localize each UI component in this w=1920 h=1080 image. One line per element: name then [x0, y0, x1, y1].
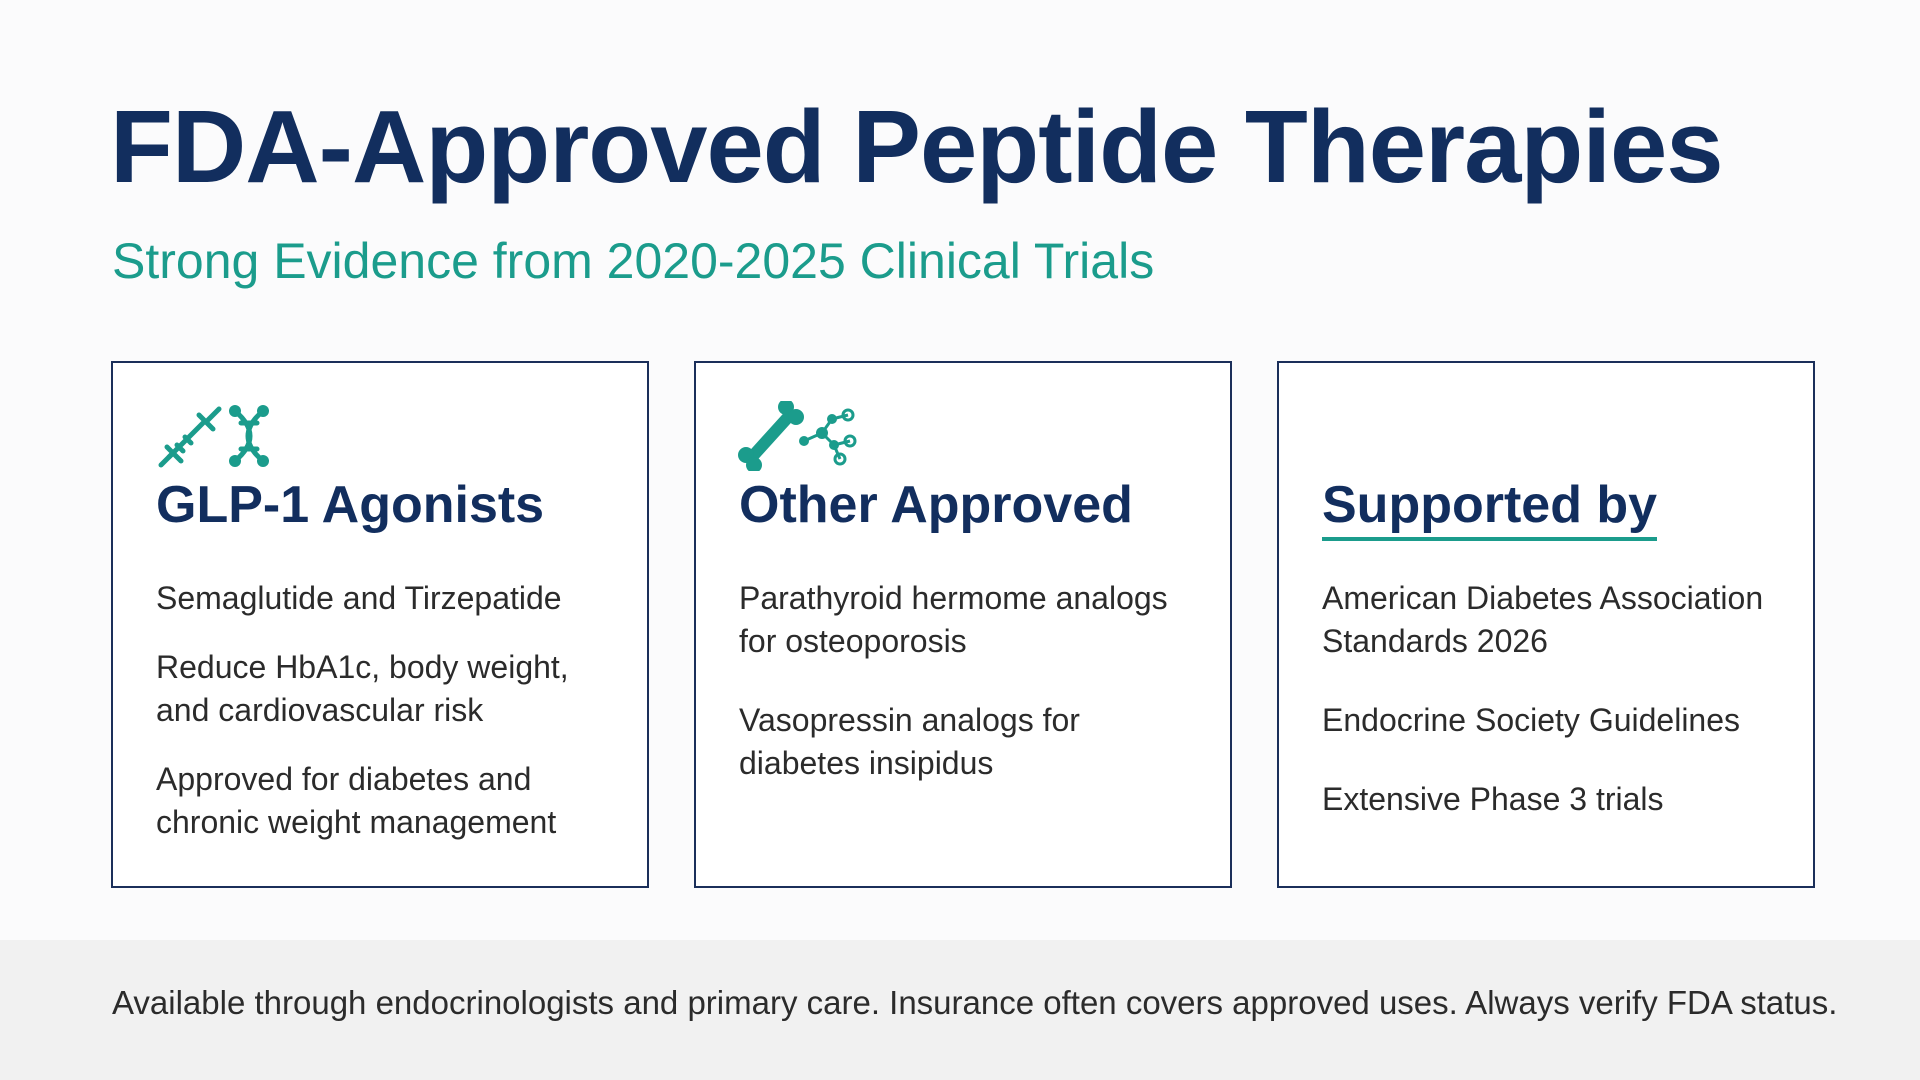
- card-item: Extensive Phase 3 trials: [1322, 781, 1664, 817]
- card-item: Semaglutide and Tirzepatide: [156, 580, 562, 616]
- card-items: Parathyroid hermome analogs for osteopor…: [739, 577, 1199, 821]
- footer-text: Available through endocrinologists and p…: [112, 984, 1838, 1021]
- card-heading: Other Approved: [739, 476, 1133, 534]
- card-item: American Diabetes Association Standards …: [1322, 580, 1764, 659]
- card: Supported by American Diabetes Associati…: [1277, 361, 1815, 888]
- icon: [158, 405, 269, 468]
- card-item: Reduce HbA1c, body weight, and cardiovas…: [156, 649, 569, 728]
- title: FDA-Approved Peptide Therapies: [110, 89, 1724, 204]
- card-item: Parathyroid hermome analogs for osteopor…: [739, 580, 1168, 659]
- card-items: American Diabetes Association Standards …: [1322, 577, 1782, 857]
- card-heading: Supported by: [1322, 475, 1658, 541]
- card: GLP-1 Agonists Semaglutide and Tirzepati…: [111, 361, 649, 888]
- icon: [738, 401, 857, 471]
- card-item: Vasopressin analogs for diabetes insipid…: [739, 702, 1080, 781]
- card: Other Approved Parathyroid hermome analo…: [694, 361, 1232, 888]
- footer: Available through endocrinologists and p…: [0, 940, 1920, 1080]
- subtitle: Strong Evidence from 2020-2025 Clinical …: [112, 233, 1155, 289]
- card-items: Semaglutide and Tirzepatide Reduce HbA1c,…: [156, 577, 616, 870]
- card-heading: GLP-1 Agonists: [156, 476, 545, 534]
- card-item: Endocrine Society Guidelines: [1322, 702, 1741, 738]
- card-item: Approved for diabetes and chronic weight…: [156, 761, 557, 840]
